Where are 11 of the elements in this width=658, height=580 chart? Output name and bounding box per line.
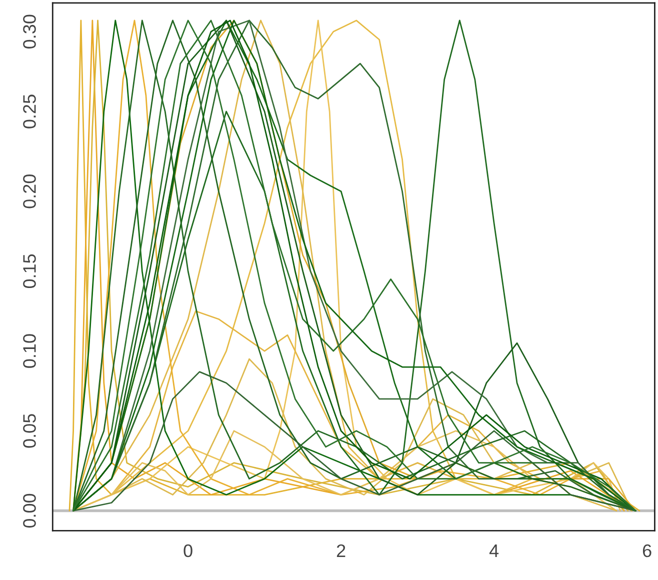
y-tick-label: 0.20 [23, 174, 36, 208]
y-tick-label: 0.05 [23, 414, 36, 448]
x-tick-label: 6 [642, 544, 652, 558]
x-tick-label: 4 [489, 544, 499, 557]
y-tick-label: 0.25 [23, 94, 36, 128]
y-tick-label: 0.30 [23, 14, 36, 49]
x-tick-label: 0 [184, 544, 192, 558]
y-tick-label: 0.00 [23, 494, 36, 528]
y-tick-label: 0.15 [23, 254, 36, 288]
y-tick-label: 0.10 [23, 334, 36, 368]
x-tick-label: 2 [336, 544, 346, 557]
